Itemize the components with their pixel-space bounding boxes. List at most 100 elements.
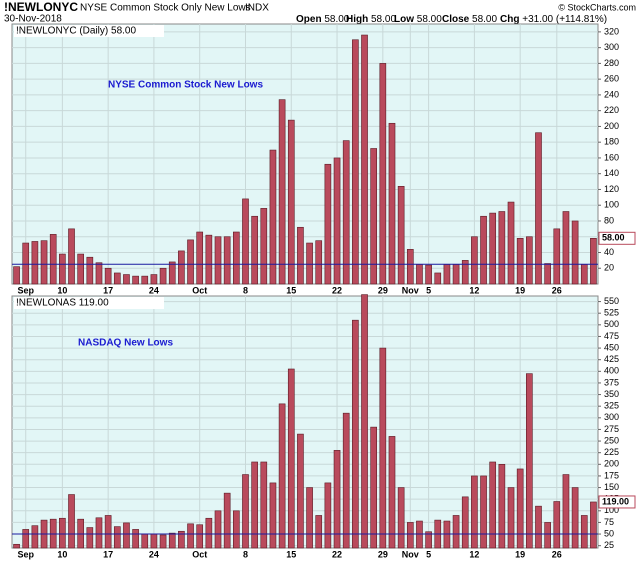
bar [297,226,304,285]
bar [233,510,240,549]
bar [113,272,121,285]
quote: Low 58.00 [394,14,442,25]
panel-label: !NEWLONYC (Daily) 58.00 [16,26,136,37]
bar [342,140,350,285]
y-tick-label: 100 [604,200,619,210]
bar [452,515,460,549]
bar [13,266,20,285]
quote: Chg +31.00 (+114.81%) [500,14,607,25]
y-tick-label: 200 [604,121,619,131]
bar [352,39,359,285]
bar [251,461,258,549]
bar [287,119,295,285]
bar [196,524,204,549]
x-tick-label: 12 [469,549,479,559]
bar [480,475,487,549]
quote-label: Low [394,14,414,25]
x-tick-label: 15 [286,549,296,559]
bar [297,433,304,549]
y-tick-label: 50 [604,528,614,538]
last-value-tag [598,231,636,245]
bar [214,236,222,285]
y-tick-label: 275 [604,424,619,434]
x-tick-label: 29 [378,285,388,295]
x-tick-label: Oct [192,549,207,559]
bar [141,275,149,285]
bar [68,494,75,549]
bar [278,403,286,549]
bar [590,238,597,285]
bar [306,242,313,285]
panel-label-bg [14,297,164,309]
quote-value: 58.00 [472,14,497,25]
x-tick-label: 19 [515,285,525,295]
x-tick-label: 10 [57,549,67,559]
bar [580,264,588,285]
quote-label: Chg [500,14,519,25]
x-tick-label: 8 [243,549,248,559]
x-tick-label: Nov [402,549,419,559]
bar [49,234,57,285]
bar [379,347,387,549]
x-tick-label: 10 [57,285,67,295]
y-tick-label: 140 [604,168,619,178]
y-tick-label: 300 [604,42,619,52]
bar [22,529,30,549]
date: 30-Nov-2018 [4,14,62,25]
bar [434,272,442,285]
y-tick-label: 20 [604,263,614,273]
bar [461,496,469,549]
quote-value: 58.00 [371,14,396,25]
y-tick-label: 280 [604,58,619,68]
bar [507,201,515,285]
x-tick-label: Nov [402,285,419,295]
y-tick-label: 75 [604,517,614,527]
last-value-label: 58.00 [602,233,625,243]
bar [443,264,451,285]
bar [132,529,139,549]
bar [461,260,469,285]
bar [86,527,94,549]
x-tick-label: 26 [552,549,562,559]
y-tick-label: 475 [604,331,619,341]
x-tick-label: Sep [17,549,34,559]
y-tick-label: 550 [604,296,619,306]
y-tick-label: 425 [604,354,619,364]
bar [516,468,524,549]
quote: Open 58.00 [296,14,350,25]
bar [416,264,423,285]
y-tick-label: 500 [604,319,619,329]
bar [361,294,368,549]
x-tick-label: 8 [243,285,248,295]
y-tick-label: 120 [604,184,619,194]
bar [553,228,561,285]
y-tick-label: 200 [604,459,619,469]
bar [388,122,396,285]
bar [324,482,332,549]
bar [580,515,588,549]
bar [406,522,414,549]
exchange: INDX [245,3,269,14]
bar [406,249,414,285]
bar [370,426,377,549]
bar [507,487,515,549]
bar [471,475,478,549]
bar [178,530,185,549]
y-tick-label: 450 [604,342,619,352]
bar [59,253,66,285]
bar [22,242,30,285]
y-tick-label: 180 [604,137,619,147]
bar [95,262,103,285]
bar [342,412,350,549]
bar [306,487,313,549]
y-tick-label: 375 [604,377,619,387]
bar [223,492,231,549]
security-name: NYSE Common Stock Only New Lows [80,3,251,14]
bar [535,132,542,285]
bar [77,253,84,285]
bar [68,228,75,285]
bar [95,517,103,549]
x-tick-label: 24 [149,285,159,295]
bar [544,522,551,549]
bar [13,543,20,549]
